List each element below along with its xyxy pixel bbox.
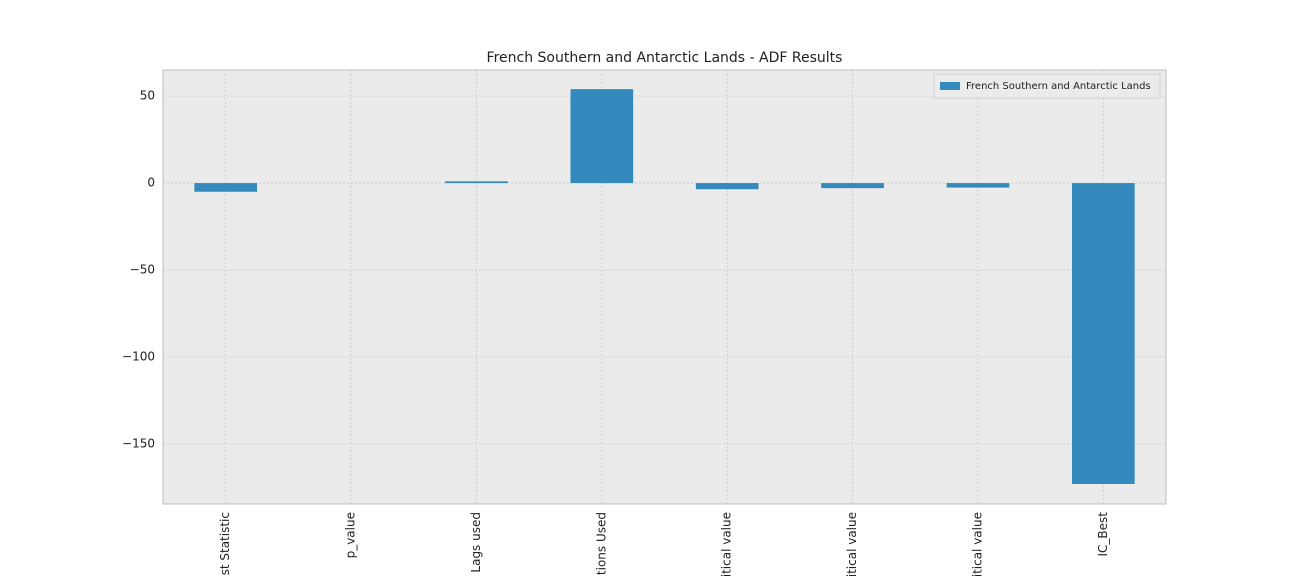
y-tick-label: 0 xyxy=(147,176,155,190)
x-tick-label: Number of Observations Used xyxy=(594,512,608,576)
x-tick-label: 1% Critical value xyxy=(720,512,734,576)
legend-swatch xyxy=(940,82,960,90)
bar xyxy=(194,183,258,192)
bar xyxy=(1071,183,1135,484)
x-tick-label: p_value xyxy=(344,512,358,558)
x-tick-label: Lags used xyxy=(469,512,483,573)
chart-title: French Southern and Antarctic Lands - AD… xyxy=(487,50,843,66)
x-tick-label: 10% Critical value xyxy=(970,512,984,576)
bar xyxy=(445,181,508,184)
bar xyxy=(821,183,884,189)
y-tick-label: 50 xyxy=(140,89,155,103)
y-tick-label: −150 xyxy=(122,436,155,450)
bar xyxy=(570,89,634,184)
bar xyxy=(946,183,1010,188)
bar xyxy=(695,183,759,190)
y-tick-label: −50 xyxy=(130,263,155,277)
x-tick-label: IC_Best xyxy=(1096,512,1110,557)
y-tick-label: −100 xyxy=(122,350,155,364)
plot-area xyxy=(162,69,1167,505)
x-tick-label: Test Statistic xyxy=(218,512,232,576)
x-tick-label: 5% Critical value xyxy=(845,512,859,576)
legend: French Southern and Antarctic Lands xyxy=(933,73,1161,99)
legend-label: French Southern and Antarctic Lands xyxy=(966,81,1151,92)
legend-box xyxy=(933,73,1161,99)
